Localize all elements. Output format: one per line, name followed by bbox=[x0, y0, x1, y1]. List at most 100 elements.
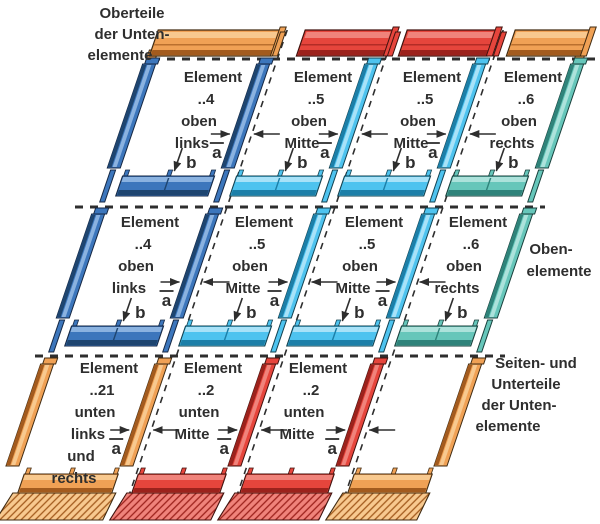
bar-center-seam bbox=[163, 178, 170, 190]
rail-end-tick bbox=[429, 169, 447, 203]
dimension-b-arrow bbox=[284, 147, 295, 172]
side-rail bbox=[436, 57, 491, 169]
bar-shadow bbox=[231, 190, 317, 195]
side-rail bbox=[169, 207, 224, 319]
bottom-bar bbox=[393, 319, 480, 347]
bar-highlight bbox=[451, 177, 528, 182]
dimension-b-arrow bbox=[341, 297, 352, 322]
dimension-a: a bbox=[267, 278, 338, 310]
bar-highlight bbox=[400, 327, 477, 332]
dimension-b: b bbox=[444, 297, 468, 322]
top-piece bbox=[505, 26, 597, 61]
rail-highlight-stripe bbox=[125, 365, 164, 465]
bar-shadow bbox=[339, 190, 425, 195]
dimension-a: a bbox=[375, 278, 446, 310]
side-rail bbox=[220, 57, 275, 169]
rail-end-tick bbox=[378, 319, 396, 353]
dimension-b-arrow bbox=[392, 147, 403, 172]
rail-highlight-stripe bbox=[283, 215, 323, 317]
bar-highlight bbox=[235, 177, 322, 182]
side-rail bbox=[328, 57, 383, 169]
rail-highlight-stripe bbox=[61, 215, 101, 317]
bar-shadow bbox=[288, 340, 374, 345]
dimension-b-arrow bbox=[233, 297, 244, 322]
side-rail bbox=[55, 207, 110, 319]
apron-shadow bbox=[133, 488, 221, 492]
dashed-guides bbox=[35, 29, 598, 511]
dimension-b-label: b bbox=[354, 303, 364, 322]
dimension-b-arrow bbox=[122, 297, 133, 322]
dimension-a: a bbox=[425, 130, 496, 162]
top-piece-highlight bbox=[406, 32, 494, 38]
column-separator-dashed-line-2 bbox=[231, 29, 396, 511]
dimension-b: b bbox=[233, 297, 257, 322]
dimension-a: a bbox=[209, 130, 280, 162]
rail-end-tick bbox=[321, 169, 339, 203]
dimension-b: b bbox=[392, 147, 416, 172]
rail-top-cap bbox=[143, 57, 161, 65]
rail-top-cap bbox=[92, 207, 110, 215]
apron-highlight bbox=[23, 475, 117, 480]
side-rail bbox=[277, 207, 332, 319]
top-joint-tick bbox=[492, 31, 508, 57]
dimension-b: b bbox=[122, 297, 146, 322]
dimension-a-label: a bbox=[270, 291, 280, 310]
rail-shadow-stripe bbox=[278, 215, 318, 317]
dimension-a: a bbox=[159, 278, 230, 310]
rail-highlight-stripe bbox=[226, 65, 266, 167]
dimension-a: a bbox=[317, 130, 388, 162]
rail-end-tick bbox=[162, 319, 180, 353]
apron-highlight bbox=[245, 475, 333, 480]
rail-top-cap bbox=[314, 207, 332, 215]
column-separator-dashed-line-3 bbox=[339, 29, 504, 511]
dimension-b-label: b bbox=[508, 153, 518, 172]
side-rail bbox=[5, 357, 59, 467]
top-piece-fold-line bbox=[402, 44, 491, 46]
apron-pleated-skirt bbox=[0, 492, 117, 521]
rail-top-cap bbox=[520, 207, 538, 215]
rail-highlight-stripe bbox=[341, 365, 380, 465]
rail-shadow-stripe bbox=[437, 65, 477, 167]
top-piece-highlight bbox=[157, 32, 278, 38]
apron-highlight bbox=[353, 475, 431, 480]
rail-end-tick bbox=[213, 169, 231, 203]
side-rail bbox=[106, 57, 161, 169]
rail-highlight-stripe bbox=[540, 65, 580, 167]
bar-shadow bbox=[117, 190, 209, 195]
bar-center-seam bbox=[485, 178, 492, 190]
rail-shadow-stripe bbox=[228, 365, 267, 465]
rail-end-tick bbox=[99, 169, 117, 203]
top-piece-shadow bbox=[150, 50, 273, 55]
rail-highlight-stripe bbox=[233, 365, 272, 465]
dimension-a-label: a bbox=[378, 291, 388, 310]
top-piece-shadow bbox=[399, 50, 489, 55]
rail-end-tick bbox=[270, 319, 288, 353]
dimension-b: b bbox=[495, 147, 519, 172]
bar-center-seam bbox=[382, 178, 389, 190]
bottom-bar bbox=[444, 169, 531, 197]
side-rail bbox=[335, 357, 389, 467]
bar-center-seam bbox=[112, 328, 119, 340]
dimension-a: a bbox=[109, 426, 180, 458]
bottom-apron bbox=[108, 467, 228, 521]
rail-top-cap bbox=[206, 207, 224, 215]
dimension-b-arrow bbox=[495, 147, 506, 172]
top-piece-shadow bbox=[507, 50, 583, 55]
top-piece-shadow bbox=[297, 50, 386, 55]
dimension-a-label: a bbox=[320, 143, 330, 162]
rail-top-cap bbox=[422, 207, 440, 215]
bar-center-seam bbox=[331, 328, 338, 340]
dimension-a-label: a bbox=[111, 439, 121, 458]
rail-shadow-stripe bbox=[329, 65, 369, 167]
rail-end-tick bbox=[527, 169, 545, 203]
rail-highlight-stripe bbox=[112, 65, 152, 167]
rail-shadow-stripe bbox=[535, 65, 575, 167]
top-piece bbox=[397, 26, 503, 57]
top-piece bbox=[145, 26, 287, 61]
dimension-b-arrow bbox=[173, 147, 184, 172]
side-rail bbox=[119, 357, 173, 467]
top-piece-fold-line bbox=[153, 44, 275, 46]
bottom-bar bbox=[285, 319, 382, 347]
